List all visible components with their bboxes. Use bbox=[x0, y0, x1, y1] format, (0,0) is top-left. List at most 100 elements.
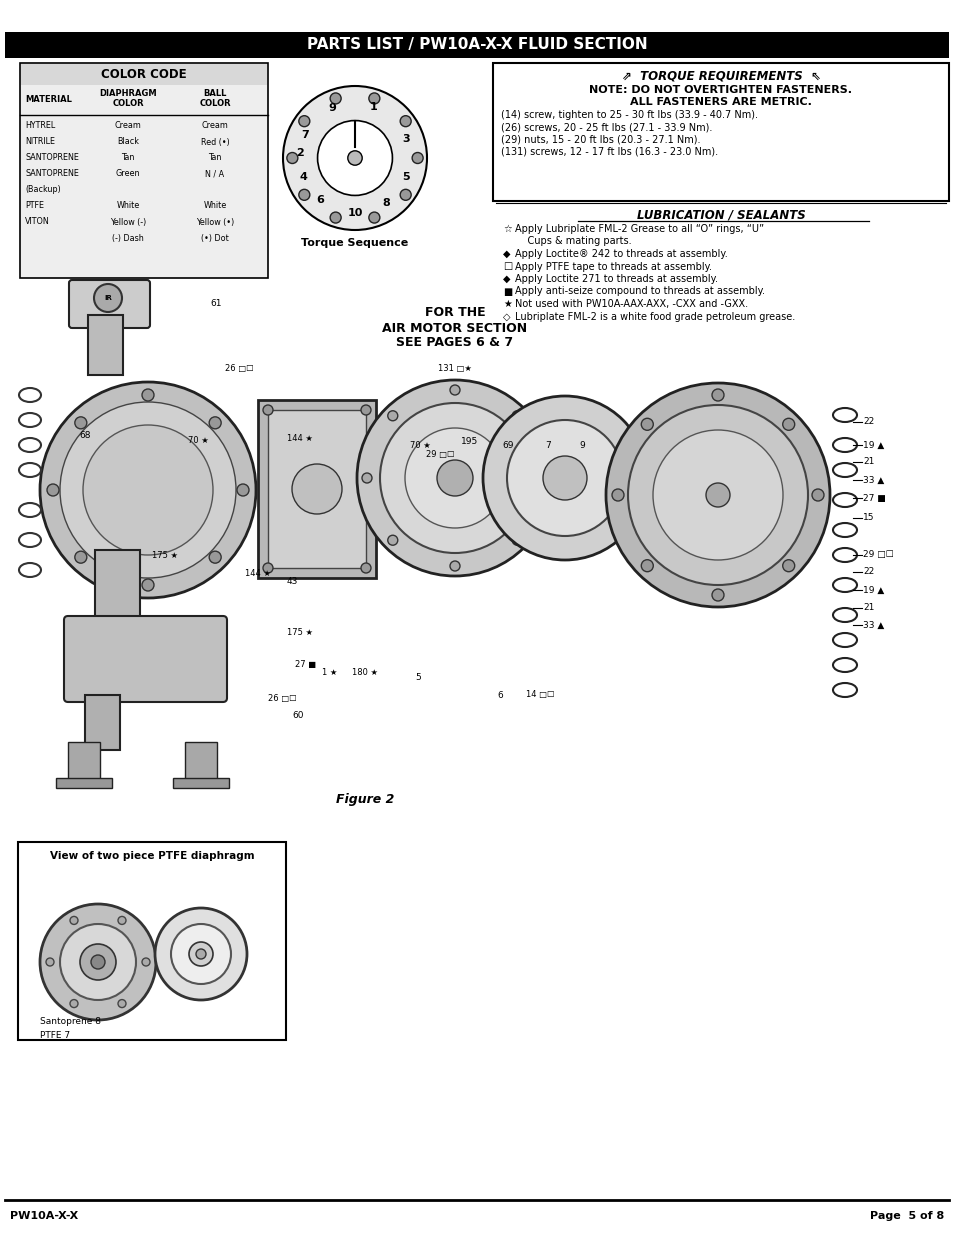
Text: (131) screws, 12 - 17 ft lbs (16.3 - 23.0 Nm).: (131) screws, 12 - 17 ft lbs (16.3 - 23.… bbox=[500, 146, 718, 156]
Circle shape bbox=[236, 484, 249, 496]
Circle shape bbox=[512, 411, 521, 421]
Text: (26) screws, 20 - 25 ft lbs (27.1 - 33.9 Nm).: (26) screws, 20 - 25 ft lbs (27.1 - 33.9… bbox=[500, 122, 712, 132]
Bar bbox=[18, 842, 286, 1040]
Text: 3: 3 bbox=[402, 135, 410, 144]
Circle shape bbox=[399, 189, 411, 200]
Bar bbox=[257, 400, 375, 578]
Text: Figure 2: Figure 2 bbox=[335, 794, 394, 806]
Bar bbox=[85, 695, 120, 750]
Text: ◇: ◇ bbox=[502, 311, 510, 321]
Bar bbox=[185, 742, 216, 782]
Text: Apply anti-seize compound to threads at assembly.: Apply anti-seize compound to threads at … bbox=[515, 287, 764, 296]
Circle shape bbox=[70, 999, 78, 1008]
Circle shape bbox=[356, 380, 553, 576]
Circle shape bbox=[287, 152, 297, 163]
Text: 21: 21 bbox=[862, 604, 874, 613]
Circle shape bbox=[627, 405, 807, 585]
Circle shape bbox=[811, 489, 823, 501]
Text: 6: 6 bbox=[497, 690, 502, 699]
Circle shape bbox=[195, 948, 206, 960]
Bar bbox=[88, 315, 123, 375]
Text: ⇗  TORQUE REQUIREMENTS  ⇖: ⇗ TORQUE REQUIREMENTS ⇖ bbox=[621, 69, 820, 83]
Text: 27 ■: 27 ■ bbox=[294, 661, 315, 669]
Text: View of two piece PTFE diaphragm: View of two piece PTFE diaphragm bbox=[50, 851, 254, 861]
Text: 6: 6 bbox=[315, 195, 323, 205]
Text: 70 ★: 70 ★ bbox=[188, 436, 208, 445]
Text: White: White bbox=[203, 201, 227, 210]
Text: 43: 43 bbox=[286, 578, 297, 587]
Text: Red (•): Red (•) bbox=[200, 137, 229, 147]
Circle shape bbox=[361, 473, 372, 483]
Text: Apply PTFE tape to threads at assembly.: Apply PTFE tape to threads at assembly. bbox=[515, 262, 711, 272]
FancyBboxPatch shape bbox=[69, 280, 150, 329]
Text: ALL FASTENERS ARE METRIC.: ALL FASTENERS ARE METRIC. bbox=[629, 98, 811, 107]
Circle shape bbox=[537, 473, 547, 483]
Text: 19 ▲: 19 ▲ bbox=[862, 441, 883, 450]
Bar bbox=[493, 63, 948, 201]
Circle shape bbox=[405, 429, 504, 529]
Text: 9: 9 bbox=[578, 441, 584, 450]
Text: BALL: BALL bbox=[203, 89, 227, 98]
Text: 29 □☐: 29 □☐ bbox=[425, 451, 454, 459]
Text: ☆: ☆ bbox=[502, 224, 511, 233]
Text: DIAPHRAGM: DIAPHRAGM bbox=[99, 89, 156, 98]
Text: Apply Loctite 271 to threads at assembly.: Apply Loctite 271 to threads at assembly… bbox=[515, 274, 718, 284]
Circle shape bbox=[436, 459, 473, 496]
Circle shape bbox=[711, 589, 723, 601]
Text: MATERIAL: MATERIAL bbox=[25, 95, 71, 105]
Text: Apply Lubriplate FML-2 Grease to all “O” rings, “U”: Apply Lubriplate FML-2 Grease to all “O”… bbox=[515, 224, 763, 233]
Circle shape bbox=[83, 425, 213, 555]
Circle shape bbox=[512, 535, 521, 545]
Text: 70 ★: 70 ★ bbox=[409, 441, 430, 450]
Text: 68: 68 bbox=[79, 431, 91, 440]
Text: Torque Sequence: Torque Sequence bbox=[301, 238, 408, 248]
Text: SANTOPRENE: SANTOPRENE bbox=[25, 153, 79, 163]
Text: White: White bbox=[116, 201, 139, 210]
Circle shape bbox=[605, 383, 829, 606]
Circle shape bbox=[298, 189, 310, 200]
Text: ■: ■ bbox=[502, 287, 512, 296]
Text: 180 ★: 180 ★ bbox=[352, 667, 377, 677]
Text: 7: 7 bbox=[301, 130, 309, 140]
Text: PTFE 7: PTFE 7 bbox=[40, 1030, 71, 1040]
Text: 26 □☐: 26 □☐ bbox=[268, 694, 296, 703]
Circle shape bbox=[47, 484, 59, 496]
Circle shape bbox=[640, 419, 653, 430]
Bar bbox=[20, 63, 268, 278]
Text: Black: Black bbox=[117, 137, 139, 147]
Text: 1: 1 bbox=[370, 101, 377, 111]
Text: ◆: ◆ bbox=[502, 274, 510, 284]
Circle shape bbox=[360, 405, 371, 415]
Text: Apply Loctite® 242 to threads at assembly.: Apply Loctite® 242 to threads at assembl… bbox=[515, 249, 727, 259]
Circle shape bbox=[142, 389, 153, 401]
Text: (Backup): (Backup) bbox=[25, 185, 61, 194]
Circle shape bbox=[118, 999, 126, 1008]
Text: 14 □☐: 14 □☐ bbox=[525, 690, 554, 699]
Circle shape bbox=[70, 916, 78, 925]
Text: 22: 22 bbox=[862, 417, 873, 426]
Text: 175 ★: 175 ★ bbox=[152, 551, 178, 559]
Text: NOTE: DO NOT OVERTIGHTEN FASTENERS.: NOTE: DO NOT OVERTIGHTEN FASTENERS. bbox=[589, 85, 852, 95]
Circle shape bbox=[711, 389, 723, 401]
Circle shape bbox=[330, 212, 341, 224]
Text: PARTS LIST / PW10A-X-X FLUID SECTION: PARTS LIST / PW10A-X-X FLUID SECTION bbox=[306, 37, 647, 53]
Circle shape bbox=[360, 563, 371, 573]
Text: PTFE: PTFE bbox=[25, 201, 44, 210]
Text: 4: 4 bbox=[299, 172, 307, 182]
Circle shape bbox=[298, 116, 310, 127]
Text: 8: 8 bbox=[382, 198, 390, 207]
Text: 5: 5 bbox=[415, 673, 420, 683]
Text: Tan: Tan bbox=[121, 153, 134, 163]
Text: 21: 21 bbox=[862, 457, 874, 467]
Circle shape bbox=[506, 420, 622, 536]
Circle shape bbox=[40, 904, 156, 1020]
Circle shape bbox=[705, 483, 729, 508]
Text: NITRILE: NITRILE bbox=[25, 137, 55, 147]
Text: ◆: ◆ bbox=[502, 249, 510, 259]
Text: 33 ▲: 33 ▲ bbox=[862, 475, 883, 484]
Circle shape bbox=[263, 405, 273, 415]
Text: (•) Dot: (•) Dot bbox=[201, 233, 229, 242]
Circle shape bbox=[46, 958, 54, 966]
Text: 15: 15 bbox=[862, 514, 874, 522]
Circle shape bbox=[379, 403, 530, 553]
